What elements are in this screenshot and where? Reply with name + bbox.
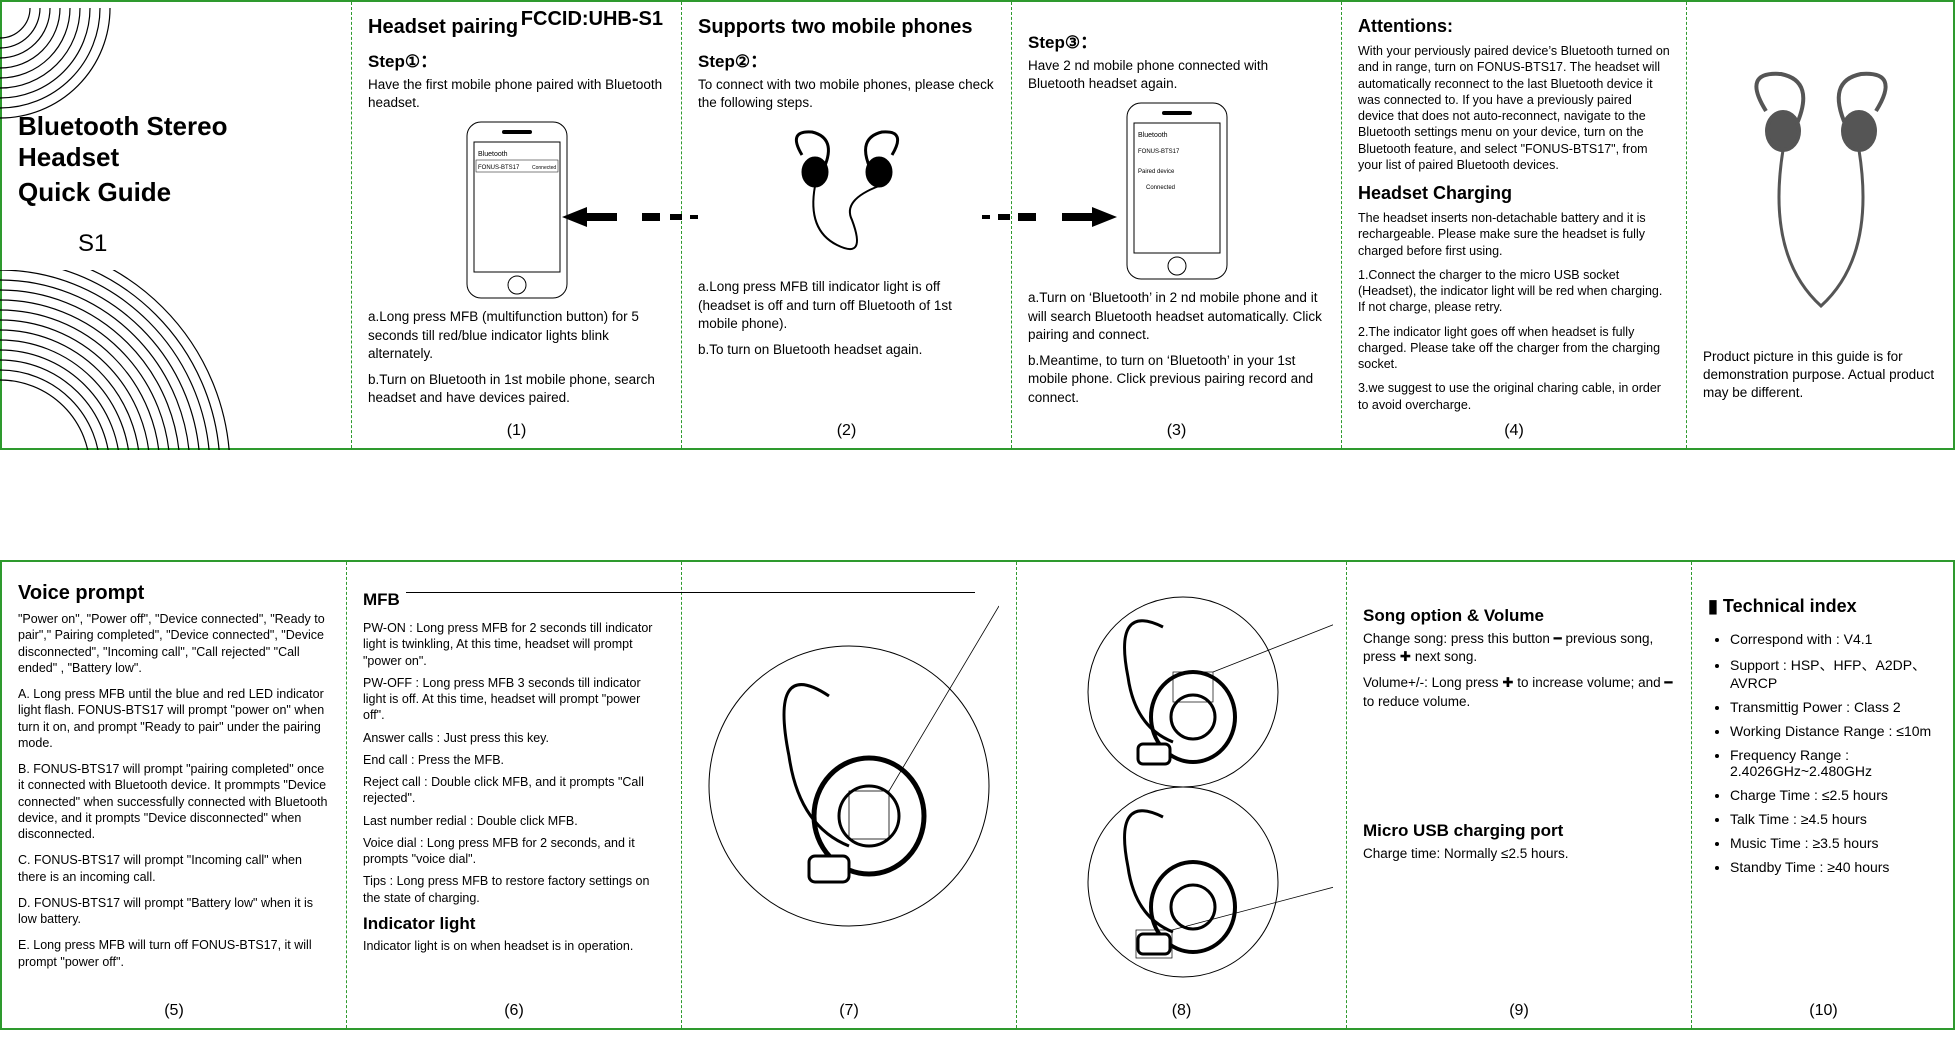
p6-l3: Answer calls : Just press this key. xyxy=(363,730,665,746)
svg-text:FONUS-BTS17: FONUS-BTS17 xyxy=(1138,149,1180,155)
svg-text:FONUS-BTS17: FONUS-BTS17 xyxy=(478,165,520,171)
p4-para: With your perviously paired device’s Blu… xyxy=(1358,43,1670,173)
panel-7: (7) xyxy=(682,562,1017,1028)
panel-8: (8) xyxy=(1017,562,1347,1028)
p4-h2: Headset Charging xyxy=(1358,183,1670,204)
bottom-row: Voice prompt "Power on", "Power off", "D… xyxy=(0,560,1955,1030)
panel-4: Attentions: With your perviously paired … xyxy=(1342,2,1687,448)
p6-l8: Tips : Long press MFB to restore factory… xyxy=(363,873,665,906)
phone-illustration-2: Bluetooth FONUS-BTS17 Paired device Conn… xyxy=(1122,101,1232,281)
p6-l5: Reject call : Double click MFB, and it p… xyxy=(363,774,665,807)
p5-d: D. FONUS-BTS17 will prompt "Battery low"… xyxy=(18,895,330,928)
p9-s1: Change song: press this button ━ previou… xyxy=(1363,630,1675,666)
p6-l4: End call : Press the MFB. xyxy=(363,752,665,768)
p4-c2: 2.The indicator light goes off when head… xyxy=(1358,324,1670,373)
p2-intro: To connect with two mobile phones, pleas… xyxy=(698,76,995,112)
deco-rings-bottom xyxy=(0,270,260,450)
p6-num: (6) xyxy=(347,1002,681,1020)
product-illustration xyxy=(1711,56,1931,336)
p8-num: (8) xyxy=(1017,1002,1346,1020)
p10-heading: Technical index xyxy=(1708,596,1939,617)
cover-model: S1 xyxy=(78,230,335,258)
p5-heading: Voice prompt xyxy=(18,582,330,605)
spec-item: Support : HSP、HFP、A2DP、AVRCP xyxy=(1730,655,1939,691)
p1-num: (1) xyxy=(352,422,681,440)
spec-item: Standby Time : ≥40 hours xyxy=(1730,859,1939,875)
panel-5: Voice prompt "Power on", "Power off", "D… xyxy=(2,562,347,1028)
p9-s2: Volume+/-: Long press ✚ to increase volu… xyxy=(1363,674,1675,710)
spec-item: Working Distance Range : ≤10m xyxy=(1730,723,1939,739)
deco-rings-top xyxy=(0,8,120,128)
p4-c1: 1.Connect the charger to the micro USB s… xyxy=(1358,267,1670,316)
spec-item: Talk Time : ≥4.5 hours xyxy=(1730,811,1939,827)
p9-h1: Song option & Volume xyxy=(1363,606,1675,626)
tech-spec-list: Correspond with : V4.1 Support : HSP、HFP… xyxy=(1708,631,1939,875)
phone-illustration-1: Bluetooth FONUS-BTS17 Connected xyxy=(462,120,572,300)
p4-c0: The headset inserts non-detachable batte… xyxy=(1358,210,1670,259)
p6-l9: Indicator light is on when headset is in… xyxy=(363,938,665,954)
arrows-illustration xyxy=(562,202,1122,232)
earbud-mfb-illustration xyxy=(699,596,999,976)
panel-9: Song option & Volume Change song: press … xyxy=(1347,562,1692,1028)
p9-num: (9) xyxy=(1347,1002,1691,1020)
p1-b: b.Turn on Bluetooth in 1st mobile phone,… xyxy=(368,371,665,407)
p5-a: A. Long press MFB until the blue and red… xyxy=(18,686,330,751)
p3-step: Step③： xyxy=(1028,28,1325,53)
manual-sheet: Bluetooth Stereo Headset Quick Guide S1 … xyxy=(0,0,1955,1055)
svg-text:Bluetooth: Bluetooth xyxy=(478,151,508,158)
p6-l6: Last number redial : Double click MFB. xyxy=(363,813,665,829)
spec-item: Correspond with : V4.1 xyxy=(1730,631,1939,647)
spec-item: Frequency Range : 2.4026GHz~2.480GHz xyxy=(1730,747,1939,779)
p2-heading: Supports two mobile phones xyxy=(698,16,995,39)
p3-num: (3) xyxy=(1012,422,1341,440)
product-caption: Product picture in this guide is for dem… xyxy=(1703,348,1938,403)
panel-6: MFB PW-ON : Long press MFB for 2 seconds… xyxy=(347,562,682,1028)
p9-h2: Micro USB charging port xyxy=(1363,821,1675,841)
p3-intro: Have 2 nd mobile phone connected with Bl… xyxy=(1028,57,1325,93)
p4-c3: 3.we suggest to use the original charing… xyxy=(1358,380,1670,413)
headset-illustration-center xyxy=(757,120,937,270)
p6-l1: PW-ON : Long press MFB for 2 seconds til… xyxy=(363,620,665,669)
p6-l2: PW-OFF : Long press MFB 3 seconds till i… xyxy=(363,675,665,724)
p3-a: a.Turn on ‘Bluetooth’ in 2 nd mobile pho… xyxy=(1028,289,1325,344)
p6-h1: MFB xyxy=(363,590,406,610)
p2-step: Step②： xyxy=(698,47,995,72)
p5-c: C. FONUS-BTS17 will prompt "Incoming cal… xyxy=(18,852,330,885)
cover-title-2: Quick Guide xyxy=(18,177,335,208)
p2-num: (2) xyxy=(682,422,1011,440)
svg-text:Connected: Connected xyxy=(532,165,556,171)
fccid-label: FCCID:UHB-S1 xyxy=(521,8,663,31)
panel-product: Product picture in this guide is for dem… xyxy=(1687,2,1955,448)
p2-a: a.Long press MFB till indicator light is… xyxy=(698,278,995,333)
p4-heading: Attentions: xyxy=(1358,16,1670,37)
p5-b: B. FONUS-BTS17 will prompt "pairing comp… xyxy=(18,761,330,842)
p1-step: Step①： xyxy=(368,47,665,72)
earbud-controls-illustration xyxy=(1033,582,1333,982)
svg-text:Paired device: Paired device xyxy=(1138,169,1175,175)
p6-h2: Indicator light xyxy=(363,914,665,934)
svg-text:Connected: Connected xyxy=(1146,185,1175,191)
spec-item: Music Time : ≥3.5 hours xyxy=(1730,835,1939,851)
panel-cover: Bluetooth Stereo Headset Quick Guide S1 xyxy=(2,2,352,448)
p4-num: (4) xyxy=(1342,422,1686,440)
top-row: Bluetooth Stereo Headset Quick Guide S1 … xyxy=(0,0,1955,450)
spec-item: Charge Time : ≤2.5 hours xyxy=(1730,787,1939,803)
svg-text:Bluetooth: Bluetooth xyxy=(1138,132,1168,139)
p6-l7: Voice dial : Long press MFB for 2 second… xyxy=(363,835,665,868)
p5-num: (5) xyxy=(2,1002,346,1020)
p5-q: "Power on", "Power off", "Device connect… xyxy=(18,611,330,676)
spec-item: Transmittig Power : Class 2 xyxy=(1730,699,1939,715)
p7-num: (7) xyxy=(682,1002,1016,1020)
p2-b: b.To turn on Bluetooth headset again. xyxy=(698,341,995,359)
p1-intro: Have the first mobile phone paired with … xyxy=(368,76,665,112)
p3-b: b.Meantime, to turn on ‘Bluetooth’ in yo… xyxy=(1028,352,1325,407)
p1-a: a.Long press MFB (multifunction button) … xyxy=(368,308,665,363)
panel-10: Technical index Correspond with : V4.1 S… xyxy=(1692,562,1955,1028)
p9-s3: Charge time: Normally ≤2.5 hours. xyxy=(1363,845,1675,863)
p5-e: E. Long press MFB will turn off FONUS-BT… xyxy=(18,937,330,970)
p10-num: (10) xyxy=(1692,1002,1955,1020)
